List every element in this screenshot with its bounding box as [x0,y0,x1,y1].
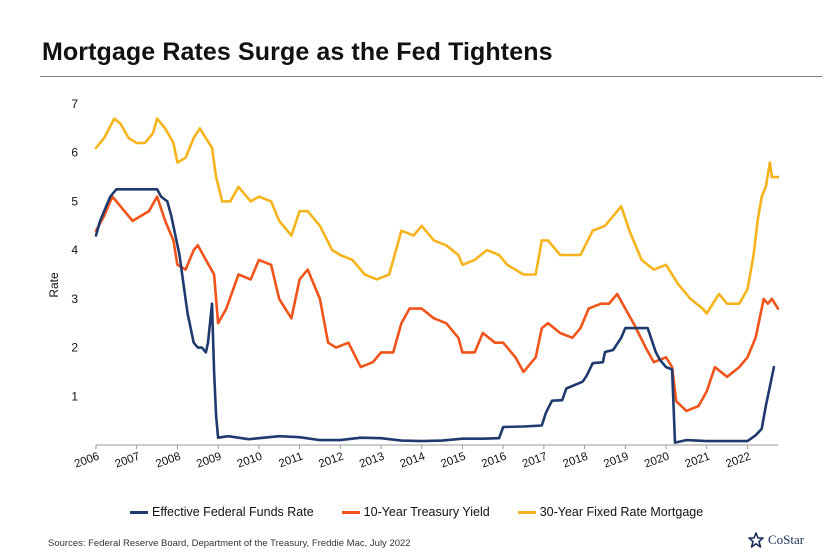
x-axis: 2006 2007 2008 2009 2010 2011 2012 2013 2014 2015… [73,444,778,471]
x-tick-label: 2021 [684,451,712,471]
source-note: Sources: Federal Reserve Board, Departme… [48,538,411,549]
y-tick-label: 3 [71,292,78,306]
x-tick-label: 2010 [236,451,264,471]
chart-title: Mortgage Rates Surge as the Fed Tightens [42,38,553,66]
x-tick-label: 2015 [439,451,467,471]
y-tick-label: 5 [71,194,78,208]
y-tick-label: 6 [71,146,78,160]
x-tick-label: 2019 [602,451,630,471]
legend-label: 30-Year Fixed Rate Mortgage [539,505,704,519]
x-tick-label: 2017 [521,451,549,471]
x-tick-label: 2009 [195,451,223,471]
x-tick-label: 2016 [480,451,508,471]
legend-swatch [341,510,360,514]
legend-item: 30-Year Fixed Rate Mortgage [517,505,704,519]
costar-logo: CoStar [748,532,804,548]
y-tick-label: 2 [71,341,78,355]
x-tick-label: 2018 [561,451,589,471]
legend-item: 10-Year Treasury Yield [341,505,490,519]
y-tick-label: 4 [71,243,78,257]
x-tick-label: 2008 [154,451,182,471]
y-axis: 1 2 3 4 5 6 7 [71,97,78,403]
y-tick-label: 7 [71,97,78,111]
x-tick-label: 2020 [643,451,671,471]
line-chart: 1 2 3 4 5 6 7 2006 2007 2008 2009 2010 2011 2012 2013… [47,97,780,471]
logo-text: CoStar [768,532,805,547]
x-tick-label: 2022 [724,451,752,471]
series-line-30-year-fixed-rate-mortgage [94,117,780,315]
x-tick-label: 2011 [277,451,304,471]
y-tick-label: 1 [71,389,78,403]
legend-label: Effective Federal Funds Rate [152,505,314,519]
legend-swatch [517,510,536,514]
series-line-10-year-treasury-yield [94,195,780,413]
title-divider [40,76,822,77]
series-line-effective-federal-funds-rate [94,188,776,444]
chart-legend: Effective Federal Funds Rate 10-Year Trea… [130,505,703,519]
legend-label: 10-Year Treasury Yield [363,505,490,519]
star-icon [748,532,764,548]
y-axis-title: Rate [47,272,61,298]
series-layer [94,117,780,444]
x-tick-label: 2006 [73,451,101,471]
x-tick-label: 2013 [358,451,386,471]
legend-swatch [130,510,148,514]
legend-item: Effective Federal Funds Rate [130,505,314,519]
x-tick-label: 2007 [114,451,142,471]
x-tick-label: 2012 [317,451,345,471]
x-tick-label: 2014 [399,450,428,470]
